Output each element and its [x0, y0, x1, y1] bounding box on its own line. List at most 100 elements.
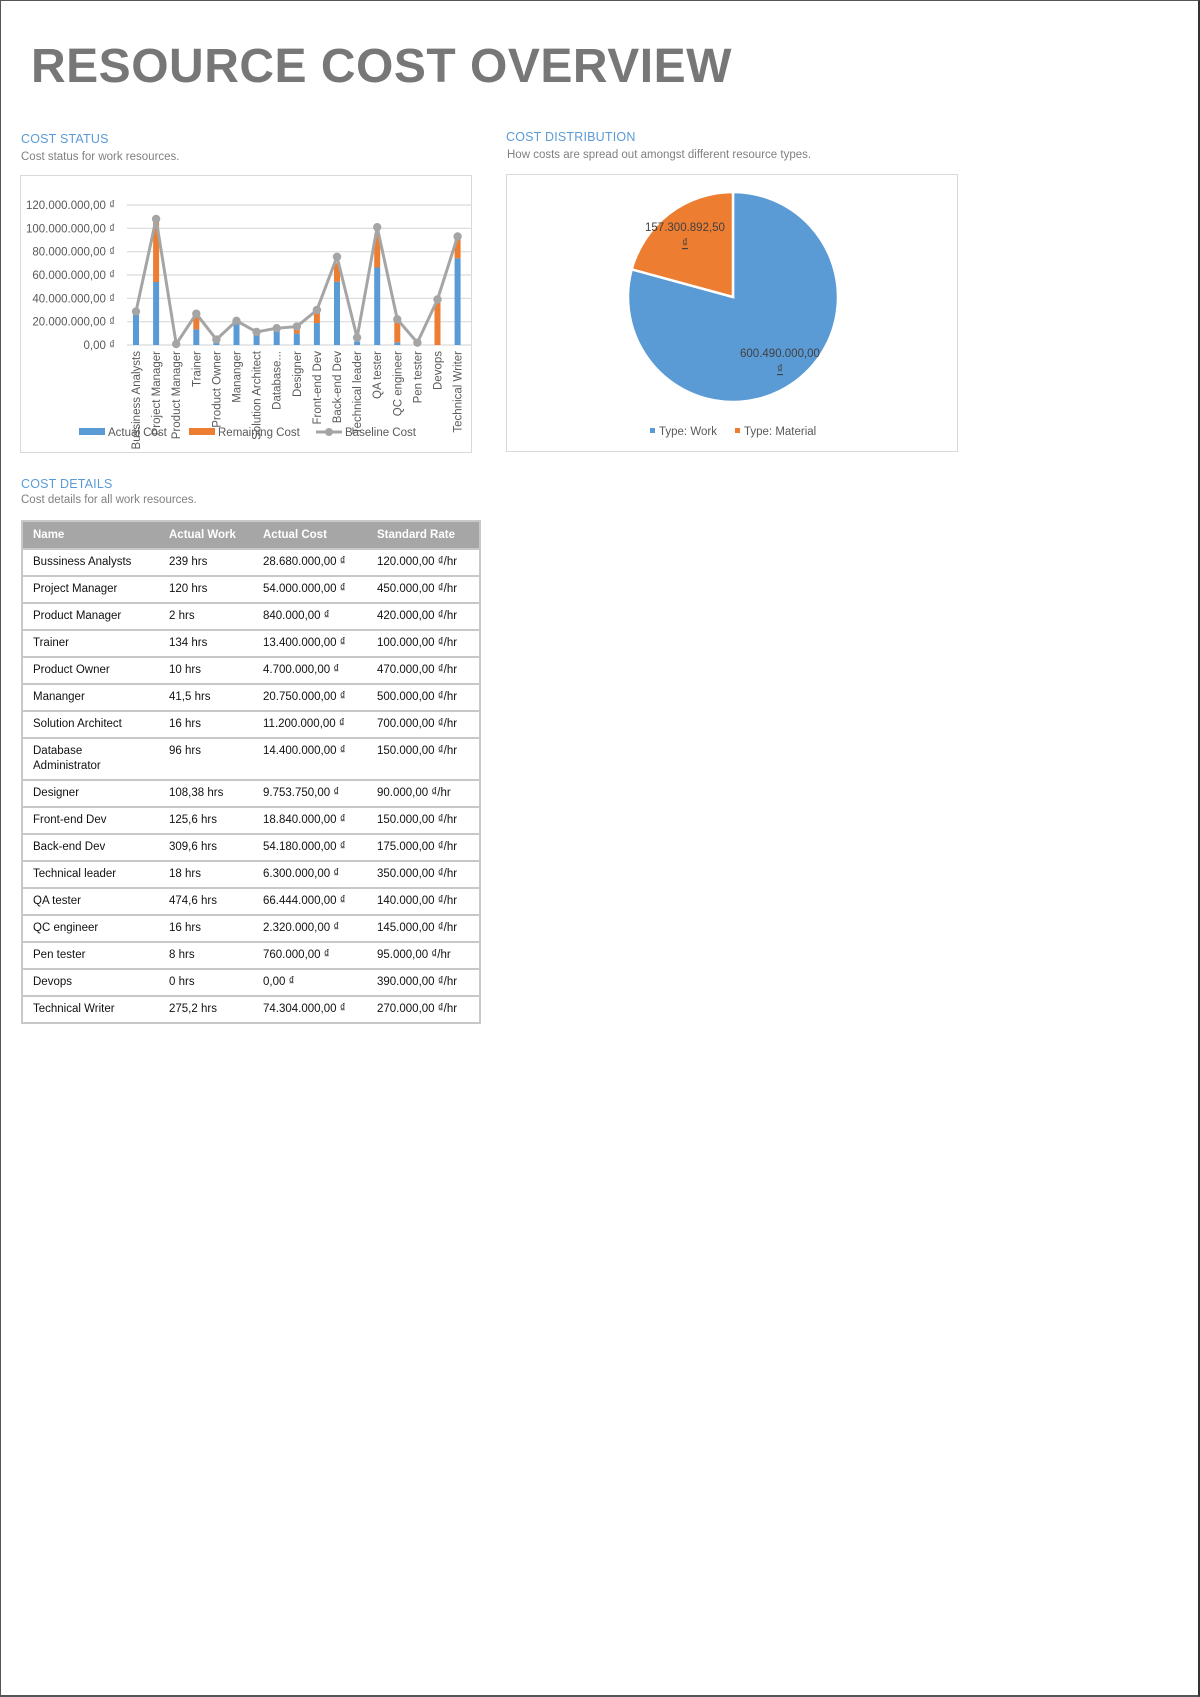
pie-label-work-currency: ₫	[777, 364, 783, 376]
x-category-label: Trainer	[191, 351, 203, 387]
table-row: Product Owner 10 hrs 4.700.000,00 ₫ 470.000…	[22, 656, 480, 684]
bar-actual-cost	[334, 281, 340, 345]
cell-rate: 150.000,00 ₫/hr	[367, 737, 480, 780]
cell-name: Project Manager	[22, 575, 159, 603]
x-category-label: Database...	[272, 351, 284, 410]
legend-material-label: Type: Material	[744, 426, 816, 438]
bar-actual-cost	[273, 328, 280, 345]
table-row: Back-end Dev 309,6 hrs 54.180.000,00 ₫ 175.…	[22, 833, 480, 861]
table-row: Database Administrator 96 hrs 14.400.000,0…	[22, 737, 480, 780]
bar-remaining-cost	[313, 312, 320, 324]
cell-rate: 120.000,00 ₫/hr	[367, 548, 480, 576]
cell-name: Back-end Dev	[22, 833, 159, 861]
cell-work: 8 hrs	[159, 941, 253, 969]
page-title: RESOURCE COST OVERVIEW	[31, 40, 732, 93]
baseline-cost-marker	[312, 305, 322, 315]
cost-status-chart: 0,00 ₫ 20.000.000,00 ₫ 40.000.000,00 ₫ 60.0…	[20, 175, 472, 453]
cost-distribution-chart: 600.490.000,00 ₫ 157.300.892,50 ₫ Type: Work…	[506, 174, 958, 452]
bar-actual-cost	[454, 258, 461, 345]
baseline-cost-marker	[393, 315, 402, 324]
cell-rate: 390.000,00 ₫/hr	[367, 968, 480, 996]
pie-label-work-value: 600.490.000,00	[740, 348, 820, 360]
x-category-label: Product Owner	[211, 351, 223, 428]
table-row: QA tester 474,6 hrs 66.444.000,00 ₫ 140.000…	[22, 887, 480, 915]
x-category-label: Project Manager	[151, 351, 163, 436]
cost-distribution-chart-svg: 600.490.000,00 ₫ 157.300.892,50 ₫ Type: Work…	[626, 190, 840, 438]
cost-distribution-title: COST DISTRIBUTION	[506, 130, 636, 144]
baseline-cost-marker	[373, 222, 382, 232]
cell-name: Bussiness Analysts	[22, 548, 159, 576]
cell-cost: 2.320.000,00 ₫	[253, 914, 367, 942]
cell-work: 10 hrs	[159, 656, 253, 684]
cell-rate: 90.000,00 ₫/hr	[367, 779, 480, 807]
bar-actual-cost	[153, 282, 160, 345]
y-tick-label: 60.000.000,00 ₫	[32, 270, 115, 282]
y-tick-label: 80.000.000,00 ₫	[32, 247, 115, 259]
cell-cost: 74.304.000,00 ₫	[253, 995, 367, 1023]
cost-status-subtitle: Cost status for work resources.	[21, 151, 180, 163]
cell-work: 16 hrs	[159, 710, 253, 738]
table-row: Product Manager 2 hrs 840.000,00 ₫ 420.000,…	[22, 602, 480, 630]
x-category-label: Front-end Dev	[312, 351, 324, 425]
cell-cost: 4.700.000,00 ₫	[253, 656, 367, 684]
baseline-cost-marker	[252, 327, 261, 337]
cell-work: 125,6 hrs	[159, 806, 253, 834]
cell-work: 18 hrs	[159, 860, 253, 888]
x-category-label: Solution Architect	[252, 350, 264, 440]
baseline-cost-marker	[232, 316, 241, 325]
bar-actual-cost	[233, 320, 240, 345]
table-row: Project Manager 120 hrs 54.000.000,00 ₫ 450…	[22, 575, 480, 603]
table-row: Technical leader 18 hrs 6.300.000,00 ₫ 350.…	[22, 860, 480, 888]
baseline-cost-marker	[212, 335, 221, 344]
cell-rate: 500.000,00 ₫/hr	[367, 683, 480, 711]
baseline-cost-marker	[292, 322, 301, 331]
x-category-label: QA tester	[372, 351, 384, 399]
baseline-cost-marker	[413, 338, 422, 347]
bar-remaining-cost	[193, 313, 200, 330]
cost-status-title: COST STATUS	[21, 132, 109, 146]
baseline-cost-marker	[352, 333, 362, 342]
cell-name: Trainer	[22, 629, 159, 657]
cell-work: 474,6 hrs	[159, 887, 253, 915]
bar-actual-cost	[193, 329, 200, 345]
cell-rate: 450.000,00 ₫/hr	[367, 575, 480, 603]
cell-rate: 95.000,00 ₫/hr	[367, 941, 480, 969]
bar-remaining-cost	[434, 301, 441, 345]
pie-slice-material	[630, 190, 735, 299]
legend-actual-cost-swatch	[79, 428, 105, 435]
x-category-label: Designer	[292, 351, 304, 397]
baseline-cost-marker	[172, 339, 181, 349]
cell-name: Database Administrator	[22, 737, 159, 780]
cell-cost: 14.400.000,00 ₫	[253, 737, 367, 780]
table-header-row: Name Actual Work Actual Cost Standard Ra…	[22, 521, 480, 549]
x-category-label: Technical Writer	[453, 351, 465, 433]
y-tick-label: 0,00 ₫	[84, 340, 116, 352]
cell-work: 120 hrs	[159, 575, 253, 603]
cell-rate: 420.000,00 ₫/hr	[367, 602, 480, 630]
x-category-label: Bussiness Analysts	[131, 351, 143, 450]
cell-name: Devops	[22, 968, 159, 996]
cell-name: QC engineer	[22, 914, 159, 942]
y-tick-label: 120.000.000,00 ₫	[26, 200, 115, 212]
pie-label-material-currency: ₫	[682, 238, 688, 250]
table-row: QC engineer 16 hrs 2.320.000,00 ₫ 145.000,0…	[22, 914, 480, 942]
table-row: Devops 0 hrs 0,00 ₫ 390.000,00 ₫/hr	[22, 968, 480, 996]
cell-cost: 6.300.000,00 ₫	[253, 860, 367, 888]
column-header-actual-cost: Actual Cost	[253, 521, 367, 549]
legend-remaining-cost-label: Remaining Cost	[218, 427, 301, 439]
table-row: Bussiness Analysts 239 hrs 28.680.000,00 ₫…	[22, 548, 480, 576]
cell-name: Mananger	[22, 683, 159, 711]
cell-cost: 28.680.000,00 ₫	[253, 548, 367, 576]
cell-name: Technical Writer	[22, 995, 159, 1023]
cell-cost: 54.000.000,00 ₫	[253, 575, 367, 603]
legend-baseline-cost-label: Baseline Cost	[345, 427, 417, 439]
bar-actual-cost	[253, 331, 260, 345]
cell-work: 239 hrs	[159, 548, 253, 576]
cell-name: Technical leader	[22, 860, 159, 888]
bar-actual-cost	[133, 311, 139, 345]
x-category-label: Technical leader	[352, 351, 364, 434]
column-header-actual-work: Actual Work	[159, 521, 253, 549]
cell-name: Solution Architect	[22, 710, 159, 738]
column-header-standard-rate: Standard Rate	[367, 521, 480, 549]
bar-actual-cost	[394, 342, 401, 345]
